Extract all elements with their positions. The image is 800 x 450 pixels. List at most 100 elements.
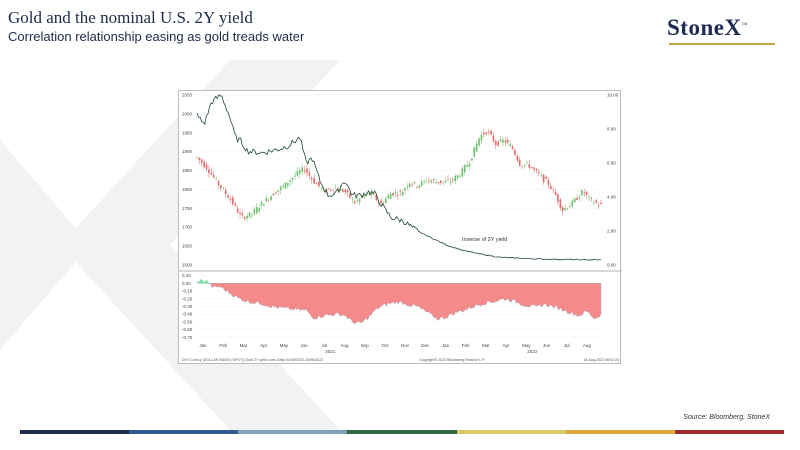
candle-body [475, 143, 478, 152]
lower-tick-label: -0.40 [182, 312, 193, 317]
candle-body [521, 166, 523, 167]
lower-y-axis: 0.10 0.00 -0.10 -0.20 -0.30 -0.40 -0.50 -0.60 -0… [182, 273, 193, 340]
candle-body [576, 197, 578, 200]
candle-body [282, 185, 284, 187]
candle-body [308, 172, 311, 176]
candle-body [358, 198, 361, 203]
lower-tick-label: -0.60 [182, 327, 193, 332]
candle-body [272, 193, 275, 196]
candle-body [447, 179, 449, 181]
footnote-center: Copyright© 2022 Bloomberg Finance L.P. [419, 358, 485, 362]
right-tick-label: 8.00 [607, 127, 616, 132]
left-tick-label: 1900 [182, 149, 193, 154]
candle-body [516, 155, 519, 161]
candle-body [463, 165, 466, 173]
candle-body [198, 157, 201, 160]
candle-body [334, 187, 337, 189]
right-tick-label: 10.00 [607, 93, 619, 98]
month-tick-label: Nov [401, 343, 410, 348]
lower-tick-label: 0.10 [182, 273, 191, 278]
candle-body [310, 177, 313, 180]
candle-body [561, 207, 564, 212]
brand-bar-segment [20, 430, 130, 434]
candle-body [411, 184, 413, 186]
candle-body [205, 164, 208, 170]
candle-body [514, 149, 516, 156]
candle-body [502, 139, 504, 143]
candle-body [533, 167, 535, 170]
left-tick-label: 1950 [182, 130, 193, 135]
year-tick-label: 2022 [527, 349, 538, 354]
month-tick-label: Mar [240, 343, 248, 348]
candle-body [583, 192, 586, 194]
candle-body [468, 163, 471, 167]
candle-body [578, 197, 581, 199]
candle-body [428, 179, 430, 181]
inverse-2y-yield-line [196, 94, 602, 261]
candle-body [404, 188, 406, 191]
upper-right-axis: 0.00 2.00 4.00 6.00 8.00 10.00 [607, 93, 619, 268]
candle-body [413, 182, 416, 184]
footnote-right: 15-Aug-2022 08:02:23 [583, 358, 619, 362]
candle-body [291, 177, 294, 180]
candle-body [196, 157, 198, 158]
month-tick-label: Feb [219, 343, 227, 348]
candle-body [353, 201, 356, 204]
year-tick-label: 2021 [325, 349, 336, 354]
month-tick-label: Oct [381, 343, 389, 348]
candle-body [416, 186, 418, 188]
candle-body [401, 192, 404, 196]
candle-body [294, 175, 296, 177]
upper-left-axis: 1600 1650 1700 1750 1800 1850 1900 1950 2000 2050 [182, 93, 193, 268]
candle-body [461, 168, 464, 177]
month-tick-label: Jul [321, 343, 327, 348]
lower-tick-label: -0.50 [182, 319, 193, 324]
candle-body [456, 175, 459, 179]
candle-body [585, 191, 588, 195]
logo-text: StoneX [667, 15, 742, 40]
upper-grid [197, 94, 601, 266]
candle-body [332, 189, 335, 191]
right-tick-label: 2.00 [607, 229, 616, 234]
candle-body [356, 200, 358, 201]
right-tick-label: 4.00 [607, 195, 616, 200]
x-axis-years: 2021 2022 [325, 349, 538, 354]
candle-body [289, 180, 292, 183]
candle-body [258, 208, 260, 212]
candle-body [330, 189, 332, 191]
candle-body [535, 169, 538, 171]
candle-body [200, 159, 203, 163]
candle-body [523, 164, 526, 166]
candle-body [540, 175, 543, 176]
candle-body [600, 202, 602, 205]
candle-body [483, 132, 485, 135]
candle-body [569, 205, 571, 208]
candle-body [303, 170, 306, 172]
brand-color-bar [20, 430, 784, 434]
candle-body [375, 194, 378, 201]
candle-body [370, 191, 373, 195]
inverse-yield-annotation: Inverse of 2Y yield [462, 237, 507, 243]
candle-body [227, 195, 229, 199]
candle-body [373, 194, 375, 195]
candle-body [509, 144, 511, 147]
brand-bar-segment [129, 430, 239, 434]
candle-body [397, 194, 399, 196]
candle-body [497, 141, 500, 146]
candle-body [597, 205, 600, 206]
candle-body [387, 195, 390, 199]
candle-body [253, 209, 256, 214]
month-tick-label: Aug [340, 343, 349, 348]
candle-body [203, 161, 205, 168]
candle-body [363, 195, 366, 198]
brand-bar-segment [565, 430, 675, 434]
month-tick-label: Jun [300, 343, 308, 348]
candle-body [246, 216, 249, 219]
candle-body [222, 188, 225, 190]
candle-body [487, 131, 490, 133]
candle-body [263, 204, 265, 206]
candle-body [284, 182, 287, 189]
brand-bar-segment [456, 430, 566, 434]
candle-body [444, 180, 447, 183]
candle-body [573, 198, 576, 203]
